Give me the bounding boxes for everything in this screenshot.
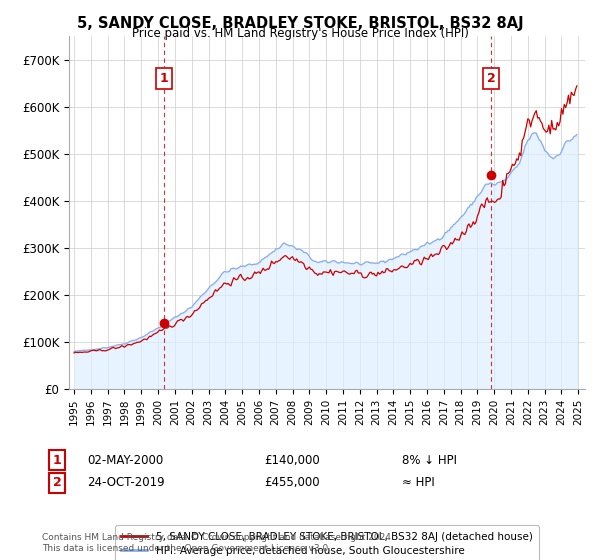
Text: 02-MAY-2000: 02-MAY-2000 [87,454,163,467]
Text: 2: 2 [487,72,496,85]
Text: 1: 1 [53,454,61,467]
Text: 5, SANDY CLOSE, BRADLEY STOKE, BRISTOL, BS32 8AJ: 5, SANDY CLOSE, BRADLEY STOKE, BRISTOL, … [77,16,523,31]
Text: Contains HM Land Registry data © Crown copyright and database right 2024.
This d: Contains HM Land Registry data © Crown c… [42,533,394,553]
Text: Price paid vs. HM Land Registry's House Price Index (HPI): Price paid vs. HM Land Registry's House … [131,27,469,40]
Text: ≈ HPI: ≈ HPI [402,476,435,489]
Text: 2: 2 [53,476,61,489]
Text: 1: 1 [159,72,168,85]
Legend: 5, SANDY CLOSE, BRADLEY STOKE, BRISTOL, BS32 8AJ (detached house), HPI: Average : 5, SANDY CLOSE, BRADLEY STOKE, BRISTOL, … [115,525,539,560]
Text: £455,000: £455,000 [264,476,320,489]
Text: £140,000: £140,000 [264,454,320,467]
Text: 8% ↓ HPI: 8% ↓ HPI [402,454,457,467]
Text: 24-OCT-2019: 24-OCT-2019 [87,476,164,489]
